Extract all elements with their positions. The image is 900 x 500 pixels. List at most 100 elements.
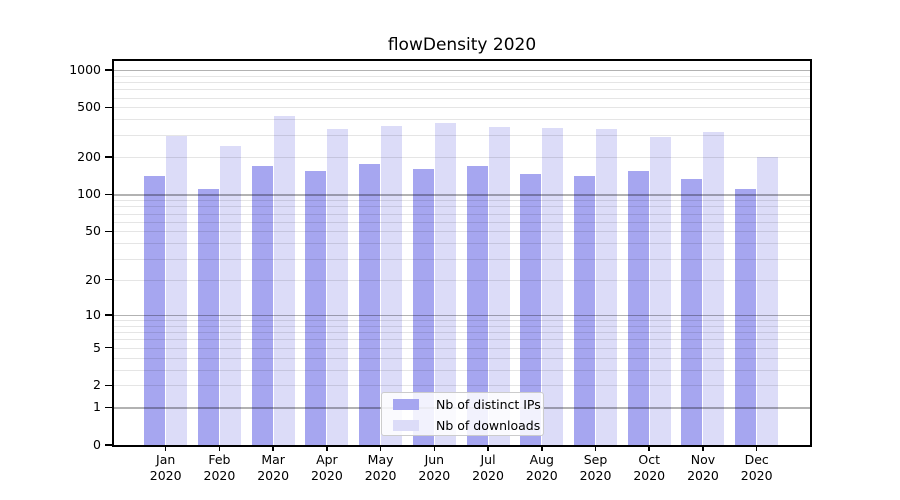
- x-tick-label-sep: Sep 2020: [561, 452, 631, 484]
- bar-downloads-mar: [273, 116, 295, 445]
- bar-downloads-oct: [649, 136, 671, 445]
- x-tick-jul: [487, 446, 489, 451]
- x-label-year: 2020: [472, 468, 504, 483]
- bar-downloads-jan: [166, 135, 188, 445]
- y-tick-5: [105, 346, 112, 349]
- minor-gridline-5: [114, 347, 810, 349]
- x-label-month: Sep: [583, 452, 608, 467]
- x-tick-label-nov: Nov 2020: [668, 452, 738, 484]
- minor-gridline-2: [114, 385, 810, 387]
- x-tick-nov: [702, 446, 704, 451]
- x-label-month: May: [367, 452, 394, 467]
- bar-downloads-feb: [219, 146, 241, 445]
- y-tick-label-50: 50: [85, 223, 101, 239]
- x-tick-sep: [594, 446, 597, 451]
- y-tick-0: [105, 444, 112, 446]
- x-tick-label-dec: Dec 2020: [722, 452, 792, 484]
- x-label-year: 2020: [418, 468, 451, 483]
- bar-distinct-ips-may: [359, 164, 381, 445]
- legend-swatch-distinct-ips-icon: [393, 398, 419, 410]
- minor-gridline-600: [114, 97, 810, 99]
- legend-swatch-downloads-icon: [393, 419, 419, 431]
- y-tick-2: [105, 384, 112, 387]
- bar-downloads-sep: [596, 129, 618, 445]
- bar-distinct-ips-jul: [466, 165, 488, 445]
- minor-gridline-800: [114, 81, 810, 83]
- minor-gridline-60: [114, 221, 810, 223]
- minor-gridline-3: [114, 369, 810, 371]
- x-tick-label-jan: Jan 2020: [131, 452, 201, 484]
- y-tick-1: [105, 406, 112, 409]
- y-tick-label-200: 200: [77, 148, 101, 164]
- bar-downloads-apr: [327, 129, 349, 445]
- bar-distinct-ips-nov: [681, 179, 703, 445]
- bar-downloads-aug: [542, 128, 564, 445]
- bar-distinct-ips-jun: [412, 169, 434, 445]
- bar-distinct-ips-jan: [144, 176, 166, 445]
- x-label-year: 2020: [203, 468, 236, 483]
- x-label-year: 2020: [740, 468, 773, 483]
- legend-item-downloads: Nb of downloads: [382, 416, 543, 435]
- y-tick-label-1: 1: [93, 399, 101, 415]
- y-tick-20: [105, 278, 112, 281]
- y-tick-label-5: 5: [93, 339, 101, 355]
- x-tick-jun: [433, 446, 436, 451]
- y-tick-100: [105, 193, 112, 196]
- x-label-year: 2020: [257, 468, 290, 483]
- minor-gridline-9: [114, 319, 810, 321]
- major-gridline-100: [114, 194, 810, 196]
- x-tick-may: [379, 446, 382, 451]
- y-tick-label-20: 20: [85, 271, 101, 287]
- y-tick-label-10: 10: [85, 306, 101, 322]
- x-tick-label-aug: Aug 2020: [507, 452, 577, 484]
- bar-downloads-jun: [434, 122, 456, 445]
- x-tick-label-jun: Jun 2020: [399, 452, 469, 484]
- y-tick-10: [105, 313, 112, 316]
- legend-label-downloads: Nb of downloads: [436, 417, 541, 433]
- bar-downloads-nov: [703, 132, 725, 445]
- y-tick-500: [105, 106, 112, 109]
- minor-gridline-90: [114, 200, 810, 202]
- y-tick-label-100: 100: [77, 186, 101, 202]
- x-label-month: Aug: [529, 452, 554, 467]
- minor-gridline-400: [114, 119, 810, 121]
- x-label-year: 2020: [633, 468, 666, 483]
- legend-item-distinct-ips: Nb of distinct IPs: [382, 395, 543, 414]
- minor-gridline-20: [114, 279, 810, 281]
- major-gridline-1000: [114, 69, 810, 72]
- x-label-year: 2020: [149, 468, 182, 483]
- x-tick-label-mar: Mar 2020: [238, 452, 308, 484]
- chart-title: flowDensity 2020: [387, 35, 537, 55]
- legend: Nb of distinct IPs Nb of downloads: [381, 391, 544, 436]
- minor-gridline-70: [114, 213, 810, 215]
- x-tick-mar: [272, 446, 274, 451]
- x-tick-aug: [540, 446, 543, 451]
- x-label-month: Jan: [156, 452, 176, 467]
- x-label-month: Jul: [480, 452, 496, 467]
- bar-distinct-ips-oct: [627, 170, 649, 445]
- bar-distinct-ips-feb: [197, 189, 219, 445]
- bar-downloads-jul: [488, 126, 510, 445]
- x-label-month: Oct: [638, 452, 661, 467]
- x-label-year: 2020: [525, 468, 558, 483]
- y-tick-label-500: 500: [77, 99, 101, 115]
- bar-distinct-ips-mar: [251, 165, 273, 445]
- minor-gridline-6: [114, 339, 810, 341]
- minor-gridline-7: [114, 332, 810, 334]
- bar-downloads-may: [381, 125, 403, 445]
- minor-gridline-80: [114, 206, 810, 208]
- x-tick-apr: [326, 446, 328, 451]
- minor-gridline-300: [114, 135, 810, 137]
- x-tick-label-may: May 2020: [346, 452, 416, 484]
- x-tick-label-jul: Jul 2020: [453, 452, 523, 484]
- minor-gridline-700: [114, 89, 810, 91]
- minor-gridline-4: [114, 357, 810, 359]
- bar-distinct-ips-dec: [735, 189, 757, 445]
- x-label-month: Apr: [316, 452, 338, 467]
- minor-gridline-500: [114, 107, 810, 109]
- major-gridline-10: [114, 314, 810, 317]
